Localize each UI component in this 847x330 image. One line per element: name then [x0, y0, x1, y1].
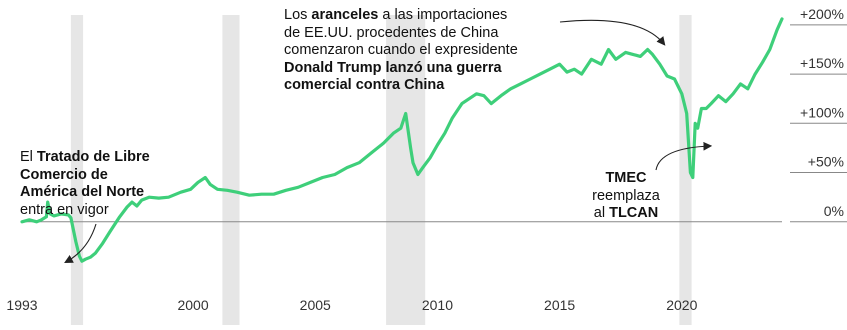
- annotation-run: reemplaza: [592, 187, 660, 204]
- y-tick-label-1: +150%: [800, 55, 844, 71]
- annotation-aranceles: Los aranceles a las importaciones de EE.U…: [284, 7, 574, 95]
- annotation-run: América del Norte: [20, 184, 145, 200]
- shaded-period-2: [386, 15, 426, 325]
- y-tick-label-0: +200%: [800, 6, 844, 22]
- y-tick-label-3: +50%: [808, 154, 844, 170]
- annotation-run: comercial contra China: [284, 77, 445, 93]
- annotation-run: Los: [284, 7, 312, 23]
- annotation-run: Tratado de Libre: [36, 149, 150, 165]
- arrow-aranceles: [559, 19, 666, 46]
- annotation-run: Donald Trump lanzó una guerra: [284, 59, 502, 76]
- annotation-tmec: TMEC reemplaza al TLCAN: [586, 170, 666, 223]
- x-tick-label-2: 2005: [300, 297, 331, 313]
- x-tick-label-0: 1993: [6, 297, 37, 313]
- annotation-tlcan: El Tratado de Libre Comercio de América de…: [20, 149, 200, 219]
- annotation-run: TMEC: [605, 170, 647, 186]
- annotation-run: TLCAN: [609, 205, 659, 221]
- x-tick-label-5: 2020: [666, 297, 697, 313]
- annotation-run: aranceles: [311, 7, 379, 23]
- x-tick-label-4: 2015: [544, 297, 575, 313]
- annotation-run: comenzaron cuando el expresidente: [284, 42, 518, 58]
- y-tick-label-2: +100%: [800, 104, 844, 120]
- arrow-tmec: [655, 141, 713, 171]
- series-line-0: [20, 17, 784, 263]
- shaded-period-0: [70, 15, 84, 325]
- arrow-tlcan: [64, 223, 97, 264]
- annotation-run: a las importaciones: [378, 7, 508, 23]
- y-tick-label-4: 0%: [824, 203, 844, 219]
- annotation-run: Comercio de: [20, 166, 108, 183]
- annotation-run: entra en vigor: [20, 201, 109, 218]
- annotation-run: al: [593, 205, 610, 221]
- shaded-period-1: [222, 15, 240, 325]
- x-tick-label-3: 2010: [422, 297, 453, 313]
- annotation-run: de EE.UU. procedentes de China: [284, 24, 499, 41]
- annotation-run: El: [20, 149, 37, 165]
- x-tick-label-1: 2000: [177, 297, 208, 313]
